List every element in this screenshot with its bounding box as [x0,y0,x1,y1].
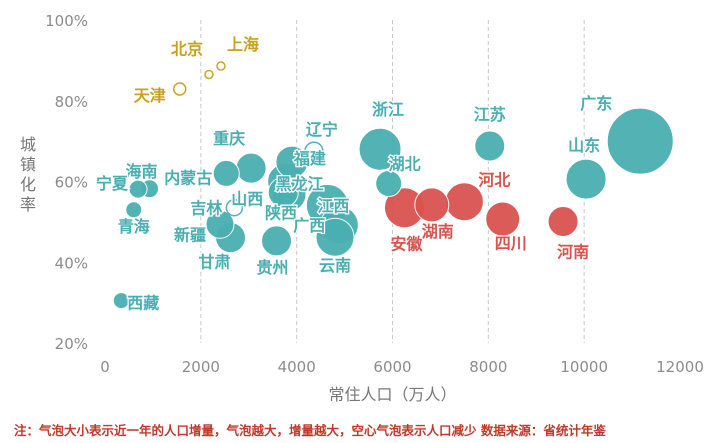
bubble-label: 贵州 [257,258,289,277]
bubble-label: 山西 [231,189,263,208]
bubble-label: 河北 [478,171,510,190]
bubble [547,205,579,237]
y-tick-label: 100% [45,12,88,30]
bubble-label: 江西 [317,196,349,215]
bubble-label: 四川 [495,234,527,253]
x-tick-label: 8000 [469,358,507,376]
y-tick-label: 60% [55,174,88,192]
bubble-label: 北京 [171,40,203,59]
bubble-label: 重庆 [213,129,245,148]
x-tick-label: 6000 [373,358,411,376]
bubble [225,198,244,217]
footnote: 注：气泡大小表示近一年的人口增量，气泡越大，增量越大，空心气泡表示人口减少 数据… [14,423,606,438]
x-tick-label: 10000 [560,358,608,376]
bubble-label: 甘肃 [199,253,231,272]
bubble [205,209,235,239]
bubble [204,69,214,80]
y-tick-label: 40% [55,254,88,272]
bubble-label: 河南 [557,242,589,261]
bubble [261,225,293,257]
bubble-label: 广西 [293,216,325,235]
bubble [565,158,607,200]
bubble-label: 内蒙古 [164,168,212,187]
bubbles [112,61,674,310]
bubble [125,201,143,219]
bubble [212,159,240,187]
bubble [267,176,299,208]
bubble-label: 西藏 [127,294,159,313]
bubble-label: 山东 [568,136,600,155]
axes: 20% 40% 60% 80% 100% 0 2000 4000 6000 8000 10000 12… [20,12,704,404]
bubble-label: 江苏 [474,105,506,124]
bubble-label: 云南 [319,256,351,275]
y-axis-label: 城镇化率 [20,135,36,214]
bubble-label: 湖北 [389,155,421,174]
bubble-label: 天津 [134,86,166,105]
bubble-label: 辽宁 [306,120,338,139]
bubble-label: 宁夏 [96,174,129,193]
bubble-label: 浙江 [372,100,404,119]
bubble [112,292,130,310]
y-tick-label: 80% [55,93,88,111]
bubble-label: 海南 [126,162,158,181]
bubble [375,170,403,198]
bubble-label: 广东 [580,94,612,113]
bubble-label: 上海 [227,35,259,54]
x-tick-label: 12000 [656,358,704,376]
bubble [606,107,674,175]
bubble [474,130,506,162]
x-tick-label: 0 [100,358,110,376]
bubble [358,127,402,171]
bubble-label: 新疆 [174,225,206,244]
bubble-label: 吉林 [190,199,222,218]
bubble-label: 安徽 [390,235,423,254]
bubble [235,152,267,184]
bubble [414,187,450,223]
bubble-label: 湖南 [422,222,454,241]
x-tick-label: 2000 [182,358,220,376]
bubble-label: 陕西 [265,203,297,222]
y-tick-label: 20% [55,335,88,353]
bubble-label: 青海 [118,217,150,236]
bubble-label: 黑龙江 [276,175,324,194]
x-axis-label: 常住人口（万人） [328,385,456,404]
bubble [315,217,355,257]
bubble [173,82,187,96]
bubble [216,61,226,71]
bubble [128,179,148,199]
bubble [275,145,309,179]
bubble-chart: 20% 40% 60% 80% 100% 0 2000 4000 6000 8000 10000 12… [20,12,704,404]
x-tick-label: 4000 [278,358,316,376]
bubble [304,141,324,161]
bubble-label: 福建 [293,149,326,168]
bubble [485,201,521,237]
